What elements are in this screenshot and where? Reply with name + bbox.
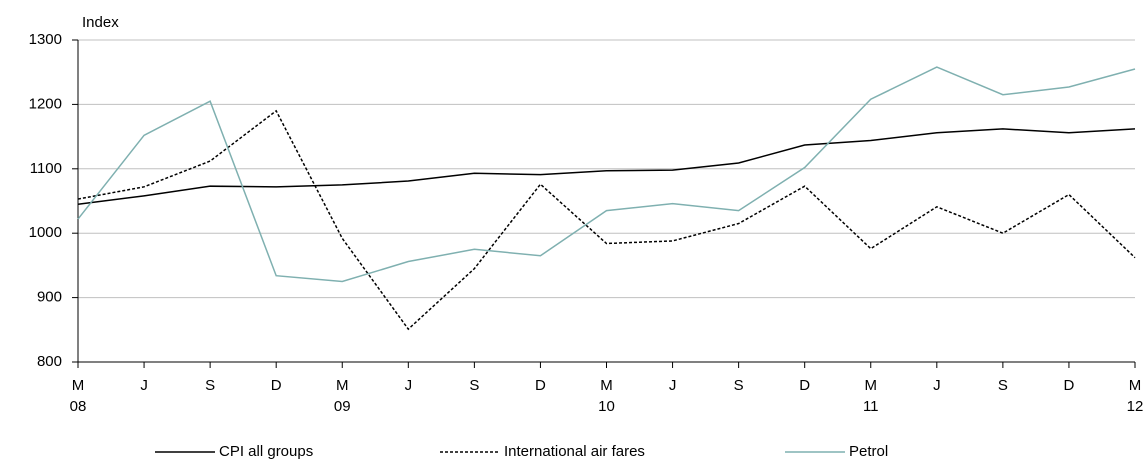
x-tick-label: M — [1129, 377, 1142, 394]
x-tick-label: J — [140, 377, 148, 394]
x-tick-year: 08 — [70, 398, 87, 415]
y-tick-label: 900 — [37, 289, 62, 306]
x-tick-year: 09 — [334, 398, 351, 415]
x-tick-label: S — [469, 377, 479, 394]
x-tick-year: 10 — [598, 398, 615, 415]
series-line — [77, 66, 1136, 283]
legend-label: Petrol — [849, 443, 888, 460]
x-tick-label: M — [865, 377, 878, 394]
y-tick-label: 800 — [37, 353, 62, 370]
x-tick-label: M — [72, 377, 85, 394]
y-tick-label: 1200 — [29, 95, 62, 112]
x-tick-label: S — [205, 377, 215, 394]
y-tick-label: 1300 — [29, 31, 62, 48]
legend-label: CPI all groups — [219, 443, 313, 460]
series-line — [77, 109, 1136, 331]
x-tick-year: 11 — [863, 398, 879, 415]
legend-label: International air fares — [504, 443, 645, 460]
y-axis-label: Index — [82, 14, 119, 31]
x-tick-label: S — [734, 377, 744, 394]
x-tick-label: M — [336, 377, 349, 394]
x-tick-label: D — [1064, 377, 1075, 394]
x-tick-label: J — [405, 377, 413, 394]
x-tick-label: J — [933, 377, 941, 394]
y-tick-label: 1000 — [29, 224, 62, 241]
x-tick-label: D — [271, 377, 282, 394]
x-tick-label: J — [669, 377, 677, 394]
x-tick-label: M — [600, 377, 613, 394]
x-tick-year: 12 — [1127, 398, 1144, 415]
x-tick-label: D — [535, 377, 546, 394]
x-tick-label: D — [799, 377, 810, 394]
y-tick-label: 1100 — [30, 160, 62, 177]
series-line — [77, 128, 1136, 205]
x-tick-label: S — [998, 377, 1008, 394]
